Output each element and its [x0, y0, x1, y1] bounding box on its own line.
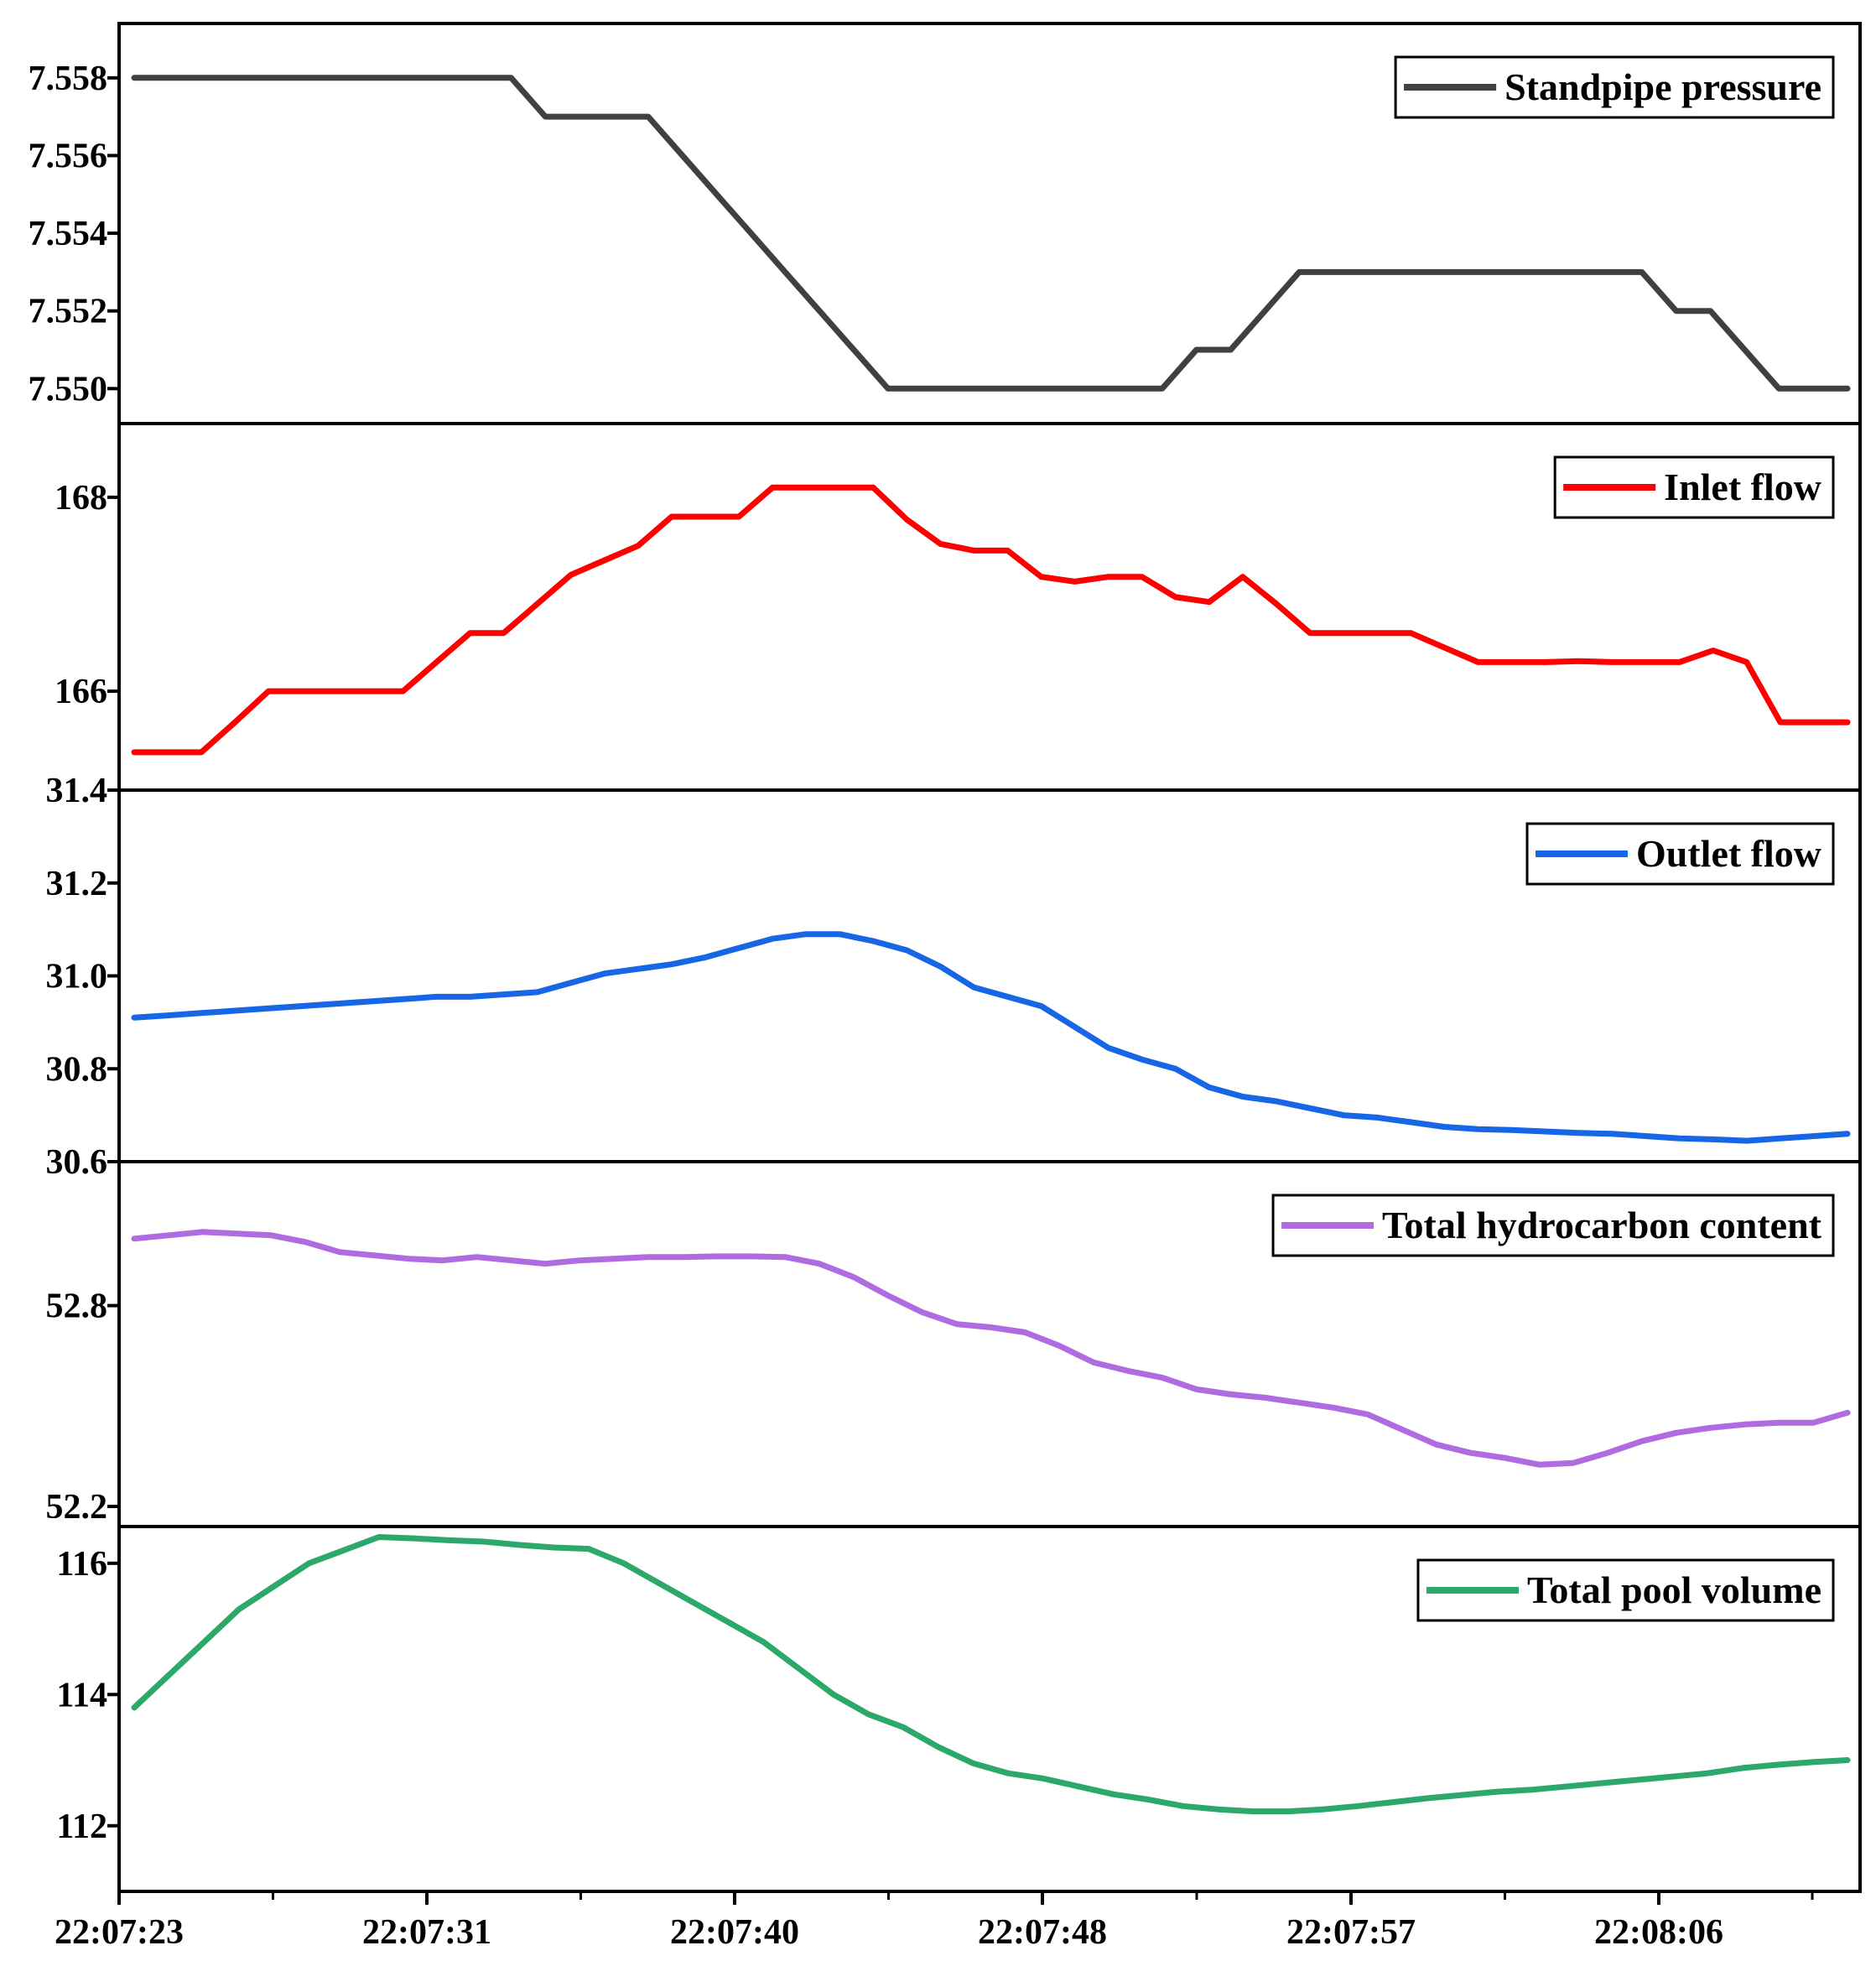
- x-tick-label: 22:07:23: [55, 1913, 184, 1952]
- x-tick-label: 22:08:06: [1594, 1913, 1723, 1952]
- y-tick-label: 116: [56, 1545, 107, 1584]
- legend: Total hydrocarbon content: [1271, 1194, 1835, 1257]
- legend-label: Outlet flow: [1636, 832, 1821, 875]
- y-tick-label: 7.550: [29, 370, 108, 408]
- series-line-outlet-flow: [131, 931, 1851, 1144]
- panel-total-hydrocarbon-content: 52.8 52.2 Total hydrocarbon content: [46, 1160, 1862, 1528]
- x-tick-label: 22:07:48: [978, 1913, 1107, 1952]
- legend: Total pool volume: [1416, 1558, 1835, 1622]
- legend: Standpipe pressure: [1394, 55, 1835, 119]
- x-axis: 22:07:23 22:07:31 22:07:40 22:07:48 22:07:57…: [55, 1891, 1814, 1952]
- x-tick-label: 22:07:57: [1286, 1913, 1416, 1952]
- y-tick-label: 168: [55, 479, 107, 518]
- legend-box: [1553, 455, 1835, 519]
- legend-label: Total hydrocarbon content: [1382, 1204, 1822, 1246]
- y-tick-label: 52.8: [46, 1287, 108, 1326]
- chart-panels: 7.558 7.556 7.554 7.552 7.550 Standpipe press…: [29, 22, 1862, 1893]
- series-line-standpipe-pressure: [131, 75, 1851, 392]
- panel-frame: [117, 1525, 1862, 1893]
- y-tick-label: 112: [56, 1808, 107, 1846]
- y-tick-label: 31.2: [46, 865, 108, 903]
- y-tick-label: 166: [55, 673, 107, 711]
- y-tick-label: 30.8: [46, 1050, 108, 1089]
- legend-label: Inlet flow: [1664, 466, 1821, 508]
- legend: Inlet flow: [1553, 455, 1835, 519]
- y-tick-label: 7.556: [29, 137, 108, 175]
- legend: Outlet flow: [1525, 822, 1835, 886]
- y-tick-label: 114: [56, 1676, 107, 1714]
- panel-total-pool-volume: 116 114 112 Total pool volume: [56, 1525, 1862, 1893]
- x-tick-label: 22:07:40: [670, 1913, 799, 1952]
- y-tick-label: 31.0: [46, 958, 108, 996]
- panel-inlet-flow: 168 166 Inlet flow: [55, 422, 1862, 792]
- y-tick-label: 31.4: [46, 772, 108, 810]
- y-tick-label: 7.558: [29, 60, 108, 98]
- y-tick-label: 7.554: [29, 215, 108, 253]
- series-line-total-hydrocarbon-content: [131, 1229, 1851, 1468]
- series-line-total-pool-volume: [131, 1534, 1851, 1815]
- x-tick-label: 22:07:31: [362, 1913, 491, 1952]
- y-tick-label: 52.2: [46, 1488, 108, 1527]
- panel-standpipe-pressure: 7.558 7.556 7.554 7.552 7.550 Standpipe press…: [29, 22, 1862, 425]
- y-tick-label: 30.6: [46, 1143, 108, 1182]
- legend-label: Total pool volume: [1527, 1568, 1821, 1611]
- y-tick-label: 7.552: [29, 293, 108, 331]
- legend-label: Standpipe pressure: [1504, 65, 1821, 108]
- series-line-inlet-flow: [131, 484, 1851, 756]
